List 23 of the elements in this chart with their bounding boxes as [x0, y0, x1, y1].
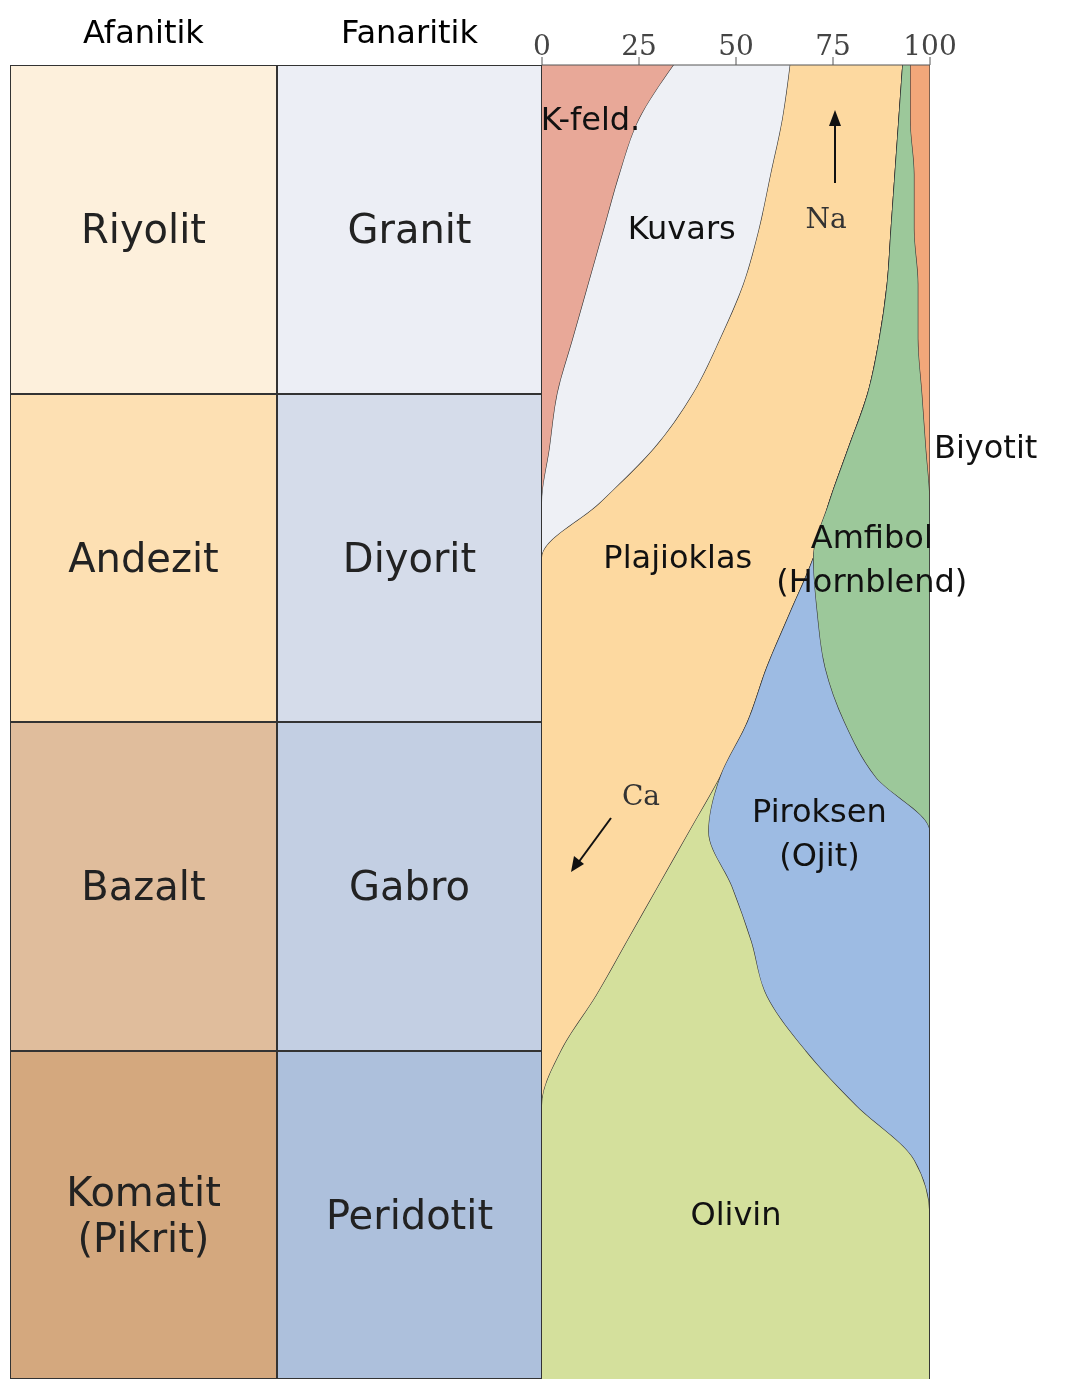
category-label: Afanitik — [82, 13, 205, 51]
text: Bazalt — [81, 863, 206, 910]
category-label: Fanaritik — [341, 13, 478, 51]
text: Gabro — [349, 863, 470, 910]
text: Komatit (Pikrit) — [66, 1168, 221, 1261]
text: Granit — [347, 206, 472, 253]
series-label: Piroksen (Ojit) — [752, 791, 887, 874]
text: Diyorit — [342, 534, 477, 581]
text: Peridotit — [325, 1191, 494, 1238]
series-label: K-feld. — [540, 99, 641, 138]
x-tick-label: 25 — [621, 29, 657, 62]
x-tick-label: 75 — [815, 29, 851, 62]
annotation: Ca — [621, 779, 661, 812]
series-label: Plajioklas — [603, 537, 753, 576]
series-label: Kuvars — [627, 209, 736, 248]
annotation: Na — [805, 202, 847, 235]
x-tick-label: 50 — [718, 29, 754, 62]
text: Andezit — [68, 534, 219, 581]
x-tick-label: 100 — [903, 29, 957, 62]
series-label: Biyotit — [934, 428, 1038, 467]
text: Riyolit — [81, 206, 206, 253]
x-tick-label: 0 — [533, 29, 551, 62]
series-label: Olivin — [690, 1194, 782, 1233]
